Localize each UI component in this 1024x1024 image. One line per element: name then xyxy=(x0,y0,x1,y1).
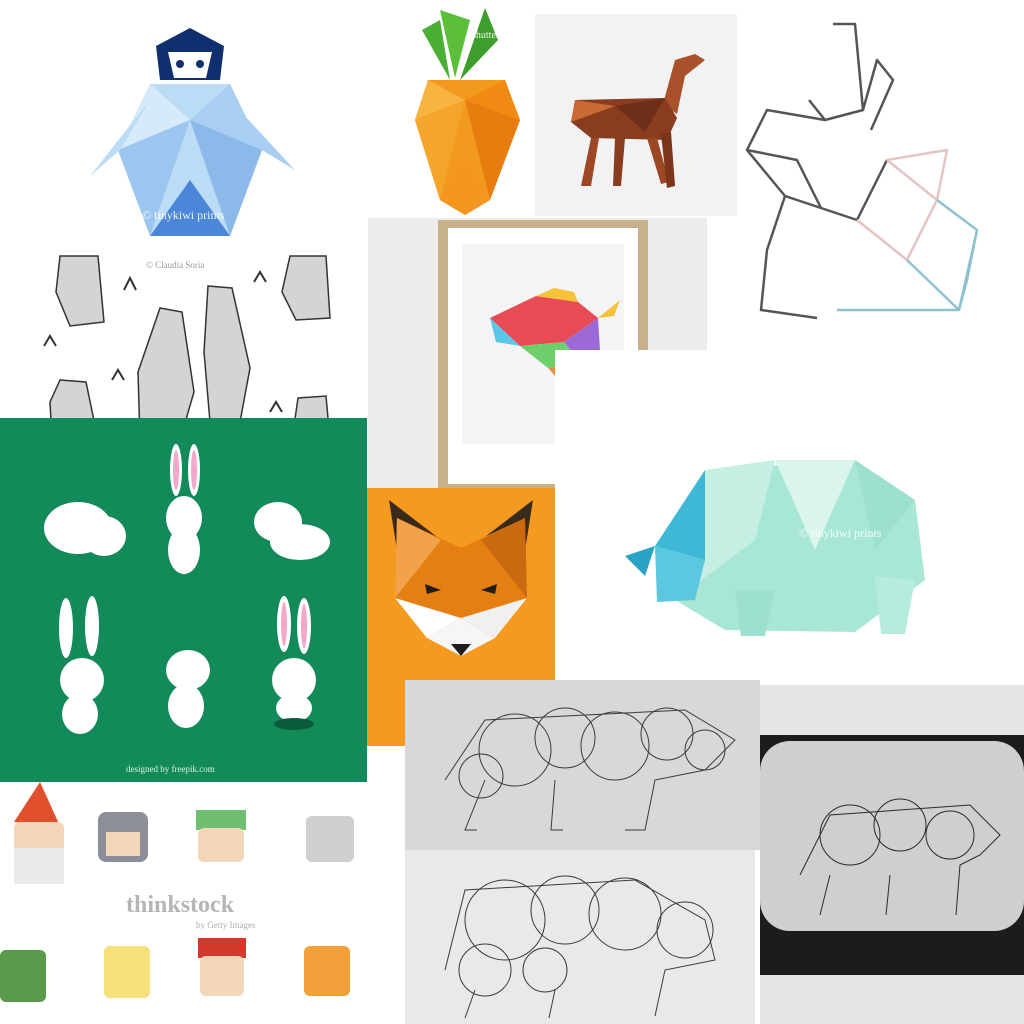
polar-bear-image: © tinykiwi prints xyxy=(555,350,1024,680)
wolf-tattoo-image xyxy=(405,680,760,850)
characters-watermark-sub: by Getty Images xyxy=(196,920,256,930)
bear-tattoo-image xyxy=(405,850,755,1024)
arm-tattoo-image xyxy=(760,685,1024,1024)
carrot-image: shutterstock xyxy=(380,0,535,225)
deer-image xyxy=(535,14,737,216)
characters-watermark: thinkstock xyxy=(126,892,235,918)
characters-image: thinkstock by Getty Images xyxy=(0,782,405,1024)
bunnies-image: designed by freepik.com xyxy=(0,418,367,782)
penguin-image: © tinykiwi prints xyxy=(0,0,380,252)
penguin-watermark: © tinykiwi prints xyxy=(142,208,225,222)
rabbit-outline-image xyxy=(737,0,1024,350)
bunnies-credit: designed by freepik.com xyxy=(126,764,215,774)
bear-watermark: © tinykiwi prints xyxy=(799,526,882,540)
penguin-pattern-image: © Claudia Soria xyxy=(0,252,368,440)
carrot-watermark: shutterstock xyxy=(472,30,521,41)
pattern-watermark: © Claudia Soria xyxy=(146,260,205,270)
